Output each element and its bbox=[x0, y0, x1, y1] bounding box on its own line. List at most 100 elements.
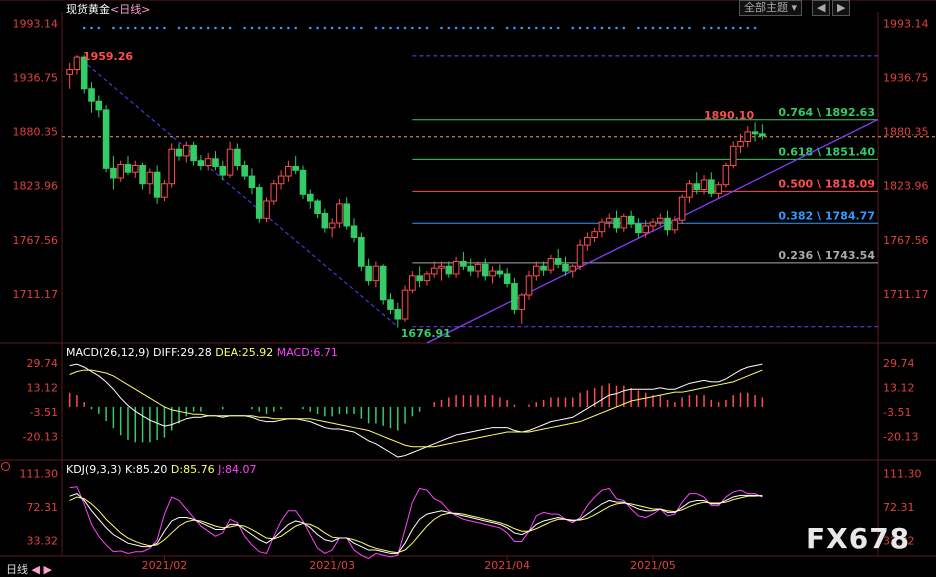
theme-menu-button[interactable]: 全部主题 ▾ bbox=[739, 0, 803, 16]
candle-body bbox=[729, 145, 737, 167]
candle-body bbox=[270, 183, 278, 202]
event-marker bbox=[724, 26, 728, 30]
macd-title: MACD(26,12,9) bbox=[66, 346, 150, 359]
candle-body bbox=[73, 56, 81, 71]
candle-body bbox=[204, 158, 212, 167]
candle-body bbox=[394, 308, 402, 320]
candle-body bbox=[722, 165, 730, 186]
macd-diff-line bbox=[69, 363, 763, 458]
event-marker bbox=[739, 26, 742, 30]
event-marker bbox=[119, 26, 122, 30]
event-marker bbox=[637, 26, 640, 30]
event-marker bbox=[228, 26, 232, 30]
candle-body bbox=[299, 169, 307, 195]
event-marker bbox=[425, 26, 429, 30]
candle-body bbox=[635, 223, 642, 234]
y-tick-label-right: 1936.75 bbox=[883, 71, 929, 84]
event-marker bbox=[680, 26, 684, 30]
event-marker bbox=[308, 26, 312, 30]
period-footer[interactable]: 日线 ◀ ▶ bbox=[6, 561, 52, 577]
candle-body bbox=[110, 167, 117, 179]
event-marker bbox=[338, 26, 341, 30]
y-tick-label-left: 1993.14 bbox=[13, 17, 59, 30]
candle-body bbox=[161, 183, 168, 198]
candle-body bbox=[146, 171, 154, 185]
candle-body bbox=[627, 215, 635, 225]
candle-body bbox=[649, 221, 657, 227]
event-marker bbox=[753, 26, 757, 30]
watermark: FX678 bbox=[806, 522, 911, 555]
event-marker bbox=[257, 26, 261, 30]
candle-body bbox=[445, 265, 453, 275]
y-tick-label-left: 1880.35 bbox=[13, 126, 59, 139]
candle-body bbox=[175, 148, 183, 157]
candle-body bbox=[401, 289, 409, 320]
recent-high-annotation: 1890.10 bbox=[704, 109, 754, 122]
nav-next-button[interactable]: ▶ bbox=[832, 0, 851, 16]
candle-body bbox=[263, 200, 270, 219]
candle-body bbox=[591, 231, 598, 238]
fib-label-0.764: 0.764 \ 1892.63 bbox=[778, 106, 875, 119]
candle-body bbox=[525, 275, 533, 296]
y-tick-label-right: 1823.96 bbox=[883, 180, 929, 193]
period-tag[interactable]: <日线> bbox=[110, 3, 151, 16]
candle-body bbox=[693, 183, 701, 190]
x-tick-label: 2021/05 bbox=[630, 559, 676, 572]
indicator-marker-icon[interactable] bbox=[1, 462, 10, 471]
candle-body bbox=[131, 165, 139, 173]
candle-body bbox=[584, 236, 591, 246]
candle-body bbox=[350, 225, 358, 238]
candle-body bbox=[292, 165, 299, 171]
candle-body bbox=[190, 144, 197, 162]
triangle-right-icon: ▶ bbox=[43, 563, 52, 576]
macd-dea-value: DEA:25.92 bbox=[215, 346, 274, 359]
event-marker bbox=[265, 26, 268, 30]
event-marker bbox=[622, 26, 626, 30]
event-marker bbox=[586, 26, 589, 30]
candle-body bbox=[248, 175, 256, 189]
nav-prev-button[interactable]: ◀ bbox=[812, 0, 831, 16]
event-marker bbox=[112, 26, 115, 30]
candle-body bbox=[671, 219, 679, 231]
y-tick-label-right: 1711.17 bbox=[883, 288, 929, 301]
event-marker bbox=[206, 26, 210, 30]
x-tick-label: 2021/04 bbox=[484, 559, 530, 572]
candle-body bbox=[576, 244, 584, 267]
event-marker bbox=[513, 26, 516, 30]
candle-body bbox=[139, 165, 146, 185]
y-tick-label-left: 1711.17 bbox=[13, 288, 59, 301]
event-marker bbox=[177, 26, 181, 30]
candle-body bbox=[277, 175, 285, 185]
event-marker bbox=[294, 26, 297, 30]
candle-body bbox=[321, 212, 329, 229]
kdj-tick-right: 72.31 bbox=[883, 501, 915, 514]
candle-body bbox=[460, 260, 467, 267]
kdj-d-value: D:85.76 bbox=[170, 463, 215, 476]
price-panel: 0.764 \ 1892.63 0.618 \ 1851.40 0.500 \ 18… bbox=[62, 26, 936, 344]
candle-body bbox=[117, 164, 124, 179]
kdj-k-value: K:85.20 bbox=[125, 463, 168, 476]
event-marker bbox=[710, 26, 713, 30]
event-marker bbox=[243, 26, 246, 30]
event-marker bbox=[163, 26, 166, 30]
candle-body bbox=[496, 270, 504, 275]
kdj-tick-right: 111.30 bbox=[883, 468, 922, 481]
kdj-tick-left: 111.30 bbox=[20, 468, 59, 481]
event-marker bbox=[323, 26, 327, 30]
candle-body bbox=[540, 265, 547, 271]
candle-body bbox=[365, 265, 372, 282]
candle-body bbox=[168, 148, 176, 185]
candle-body bbox=[613, 217, 620, 229]
macd-tick-right: -3.51 bbox=[883, 406, 911, 419]
candle-body bbox=[197, 160, 205, 167]
event-marker bbox=[666, 26, 669, 30]
y-tick-label-left: 1936.75 bbox=[13, 71, 59, 84]
macd-diff-value: DIFF:29.28 bbox=[153, 346, 212, 359]
candle-body bbox=[285, 165, 292, 177]
candle-body bbox=[503, 273, 511, 285]
candle-body bbox=[358, 236, 365, 267]
candle-body bbox=[554, 258, 562, 265]
candle-body bbox=[656, 217, 664, 223]
event-marker bbox=[556, 26, 560, 30]
macd-dea-line bbox=[69, 369, 763, 448]
